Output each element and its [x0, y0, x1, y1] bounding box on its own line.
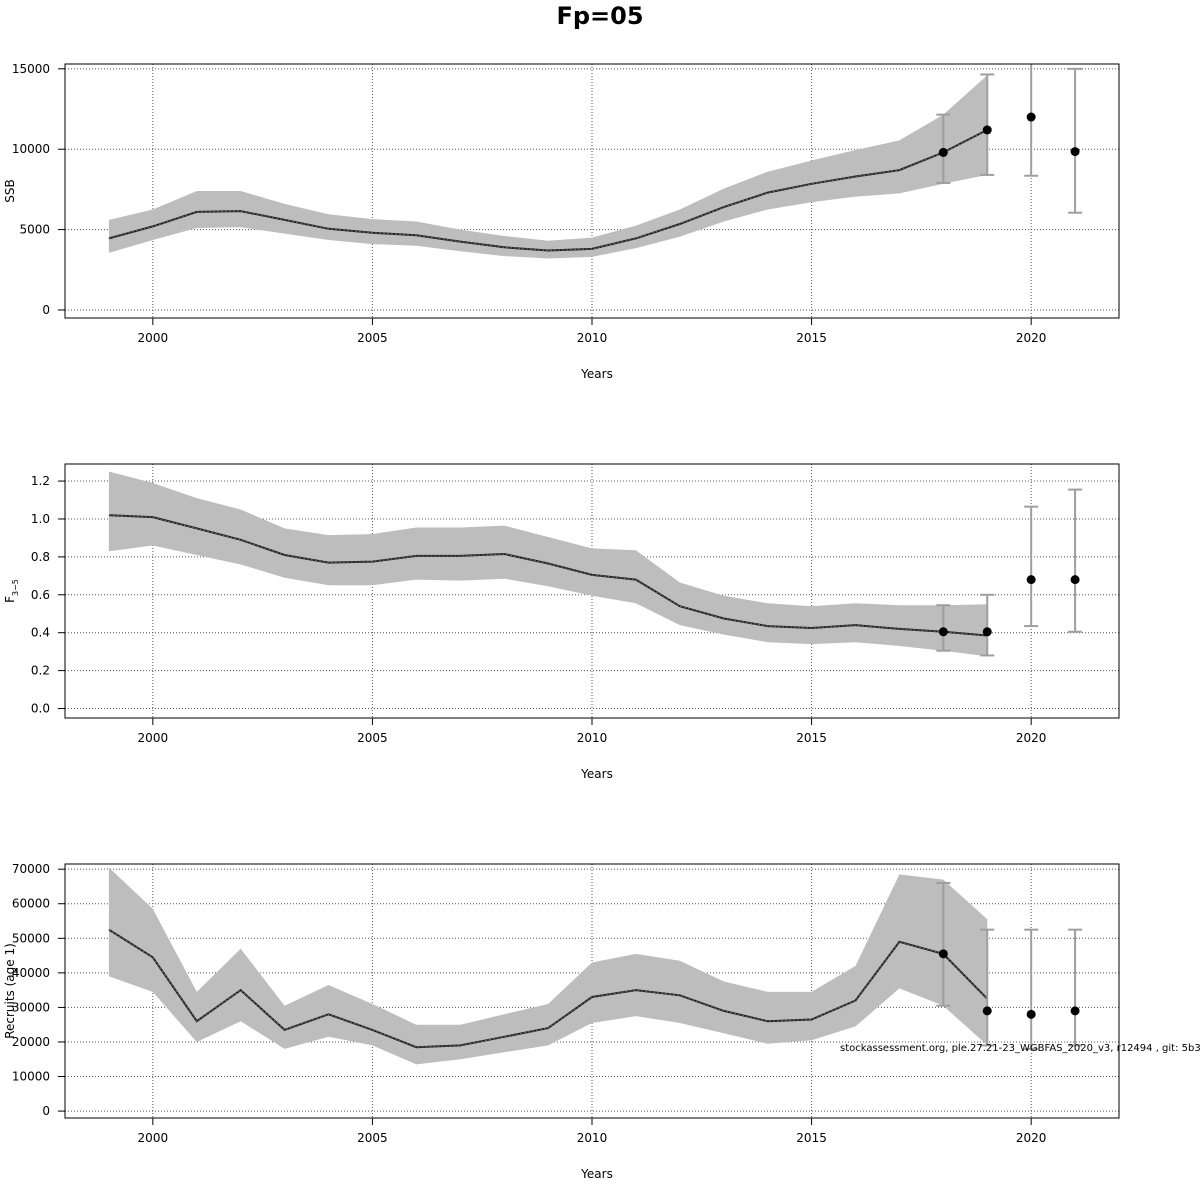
x-tick-label: 2020: [1016, 731, 1047, 745]
x-tick-label: 2000: [138, 731, 169, 745]
y-tick-label: 0.8: [31, 550, 50, 564]
x-axis-title: Years: [580, 767, 613, 781]
x-tick-label: 2015: [796, 731, 827, 745]
panel-f: 2000 2005 2010 2015 2020 0.0 0.2 0.4 0.6 0.8 1.0 1.…: [3, 463, 1120, 781]
x-tick-label: 2010: [577, 331, 608, 345]
data-point: [982, 125, 992, 135]
data-point: [1026, 1009, 1036, 1019]
y-axis-title: Recruits (age 1): [3, 943, 17, 1039]
y-axis-title: F3−5: [3, 579, 20, 603]
data-point: [1026, 112, 1036, 122]
data-point: [1026, 575, 1036, 585]
y-tick-label: 0.4: [31, 626, 50, 640]
data-point: [938, 147, 948, 157]
data-point: [982, 1006, 992, 1016]
y-tick-label: 5000: [19, 223, 50, 237]
y-tick-label: 15000: [12, 62, 50, 76]
figure-title: Fp=05: [556, 2, 643, 30]
y-tick-label: 0.0: [31, 702, 50, 716]
y-tick-label: 30000: [12, 1000, 50, 1014]
y-tick-label: 10000: [12, 1070, 50, 1084]
y-tick-label: 0.6: [31, 588, 50, 602]
estimate-line-dashes: [108, 129, 988, 251]
data-point: [1070, 1006, 1080, 1016]
data-point: [1070, 575, 1080, 585]
panel-recruits: 2000 2005 2010 2015 2020 0 10000 20000 30000 4000…: [3, 862, 1120, 1181]
estimate-line: [108, 514, 988, 637]
x-tick-label: 2020: [1016, 1131, 1047, 1145]
data-point: [938, 627, 948, 637]
y-tick-label: 20000: [12, 1035, 50, 1049]
x-tick-label: 2005: [357, 1131, 388, 1145]
x-tick-label: 2015: [796, 331, 827, 345]
y-axis-title: SSB: [3, 179, 17, 202]
x-tick-label: 2010: [577, 731, 608, 745]
x-axis-title: Years: [580, 1167, 613, 1181]
y-tick-label: 0: [42, 303, 50, 317]
data-point: [982, 627, 992, 637]
y-tick-label: 60000: [12, 897, 50, 911]
y-tick-label: 1.0: [31, 512, 50, 526]
y-tick-label: 0: [42, 1104, 50, 1118]
y-tick-label: 0.2: [31, 664, 50, 678]
panel-ssb: 2000 2005 2010 2015 2020 0 5000 10000 15000 Years…: [3, 62, 1120, 381]
x-axis-title: Years: [580, 367, 613, 381]
x-tick-label: 2000: [138, 1131, 169, 1145]
confidence-band: [108, 867, 988, 1065]
x-tick-label: 2005: [357, 731, 388, 745]
x-tick-label: 2020: [1016, 331, 1047, 345]
x-tick-label: 2005: [357, 331, 388, 345]
footnote: stockassessment.org, ple.27.21-23_WGBFAS…: [840, 1043, 1200, 1054]
data-point: [938, 949, 948, 959]
y-tick-label: 70000: [12, 862, 50, 876]
x-tick-label: 2015: [796, 1131, 827, 1145]
data-point: [1070, 147, 1080, 157]
y-tick-label: 10000: [12, 142, 50, 156]
y-tick-label: 50000: [12, 931, 50, 945]
confidence-band: [108, 75, 988, 259]
estimate-line-dashes: [108, 929, 988, 1048]
x-tick-label: 2010: [577, 1131, 608, 1145]
y-tick-label: 40000: [12, 966, 50, 980]
y-tick-label: 1.2: [31, 474, 50, 488]
x-tick-label: 2000: [138, 331, 169, 345]
